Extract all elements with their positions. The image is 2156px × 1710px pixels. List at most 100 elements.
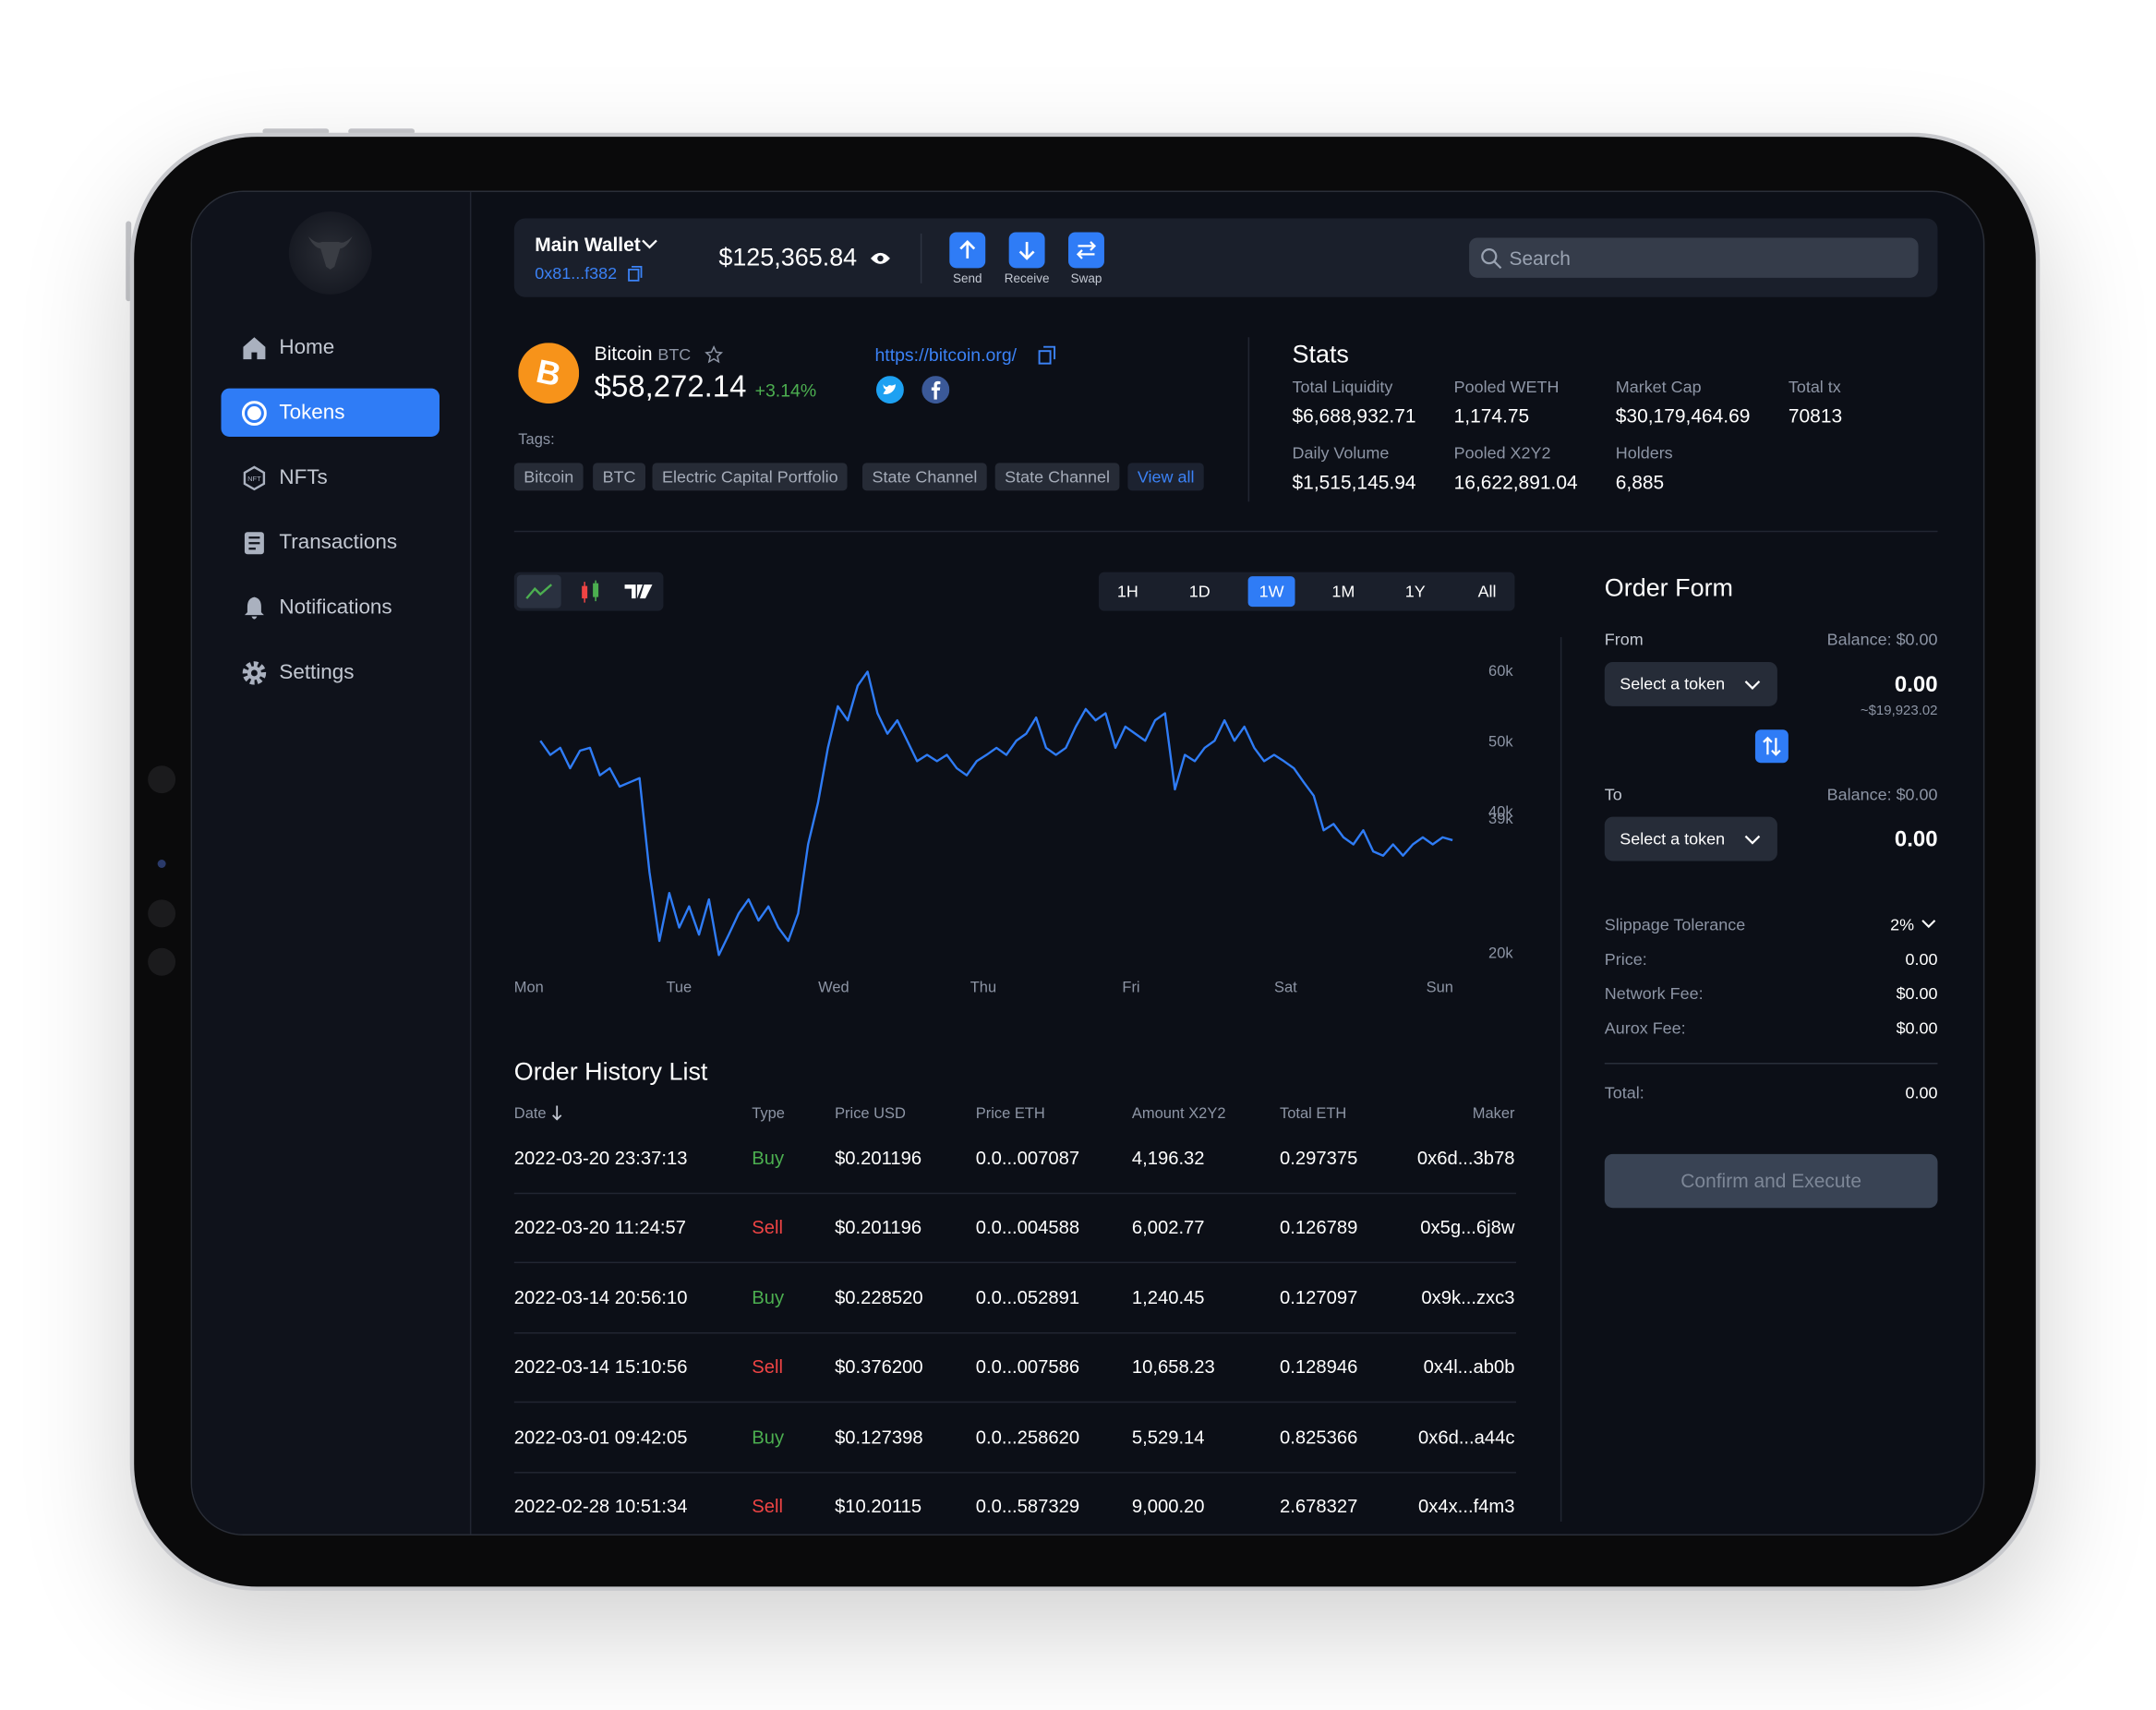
svg-text:NFT: NFT xyxy=(247,475,261,483)
device-button xyxy=(262,128,330,135)
wallet-address: 0x81...f382 xyxy=(535,263,618,283)
favorite-star[interactable] xyxy=(705,345,723,364)
camera-lens xyxy=(157,860,166,868)
table-cell: 0x6d...a44c xyxy=(1417,1426,1515,1448)
row-separator xyxy=(513,1331,1516,1334)
notifications-icon xyxy=(244,596,264,620)
settings-icon xyxy=(242,661,267,685)
row-separator xyxy=(513,1471,1516,1473)
range-group xyxy=(1098,572,1515,611)
stat-value: $1,515,145.94 xyxy=(1292,470,1416,493)
confirm-button[interactable]: Confirm and Execute xyxy=(1604,1153,1938,1209)
table-cell: $0.201196 xyxy=(835,1148,922,1169)
token-url[interactable]: https://bitcoin.org/ xyxy=(874,344,1018,366)
table-cell: 0x4x...f4m3 xyxy=(1418,1496,1515,1517)
tag[interactable]: State Channel xyxy=(994,463,1120,491)
tags-label: Tags: xyxy=(518,431,555,449)
range-button[interactable]: 1H xyxy=(1116,582,1138,602)
from-amount[interactable]: 0.00 xyxy=(1894,673,1938,697)
tag[interactable]: State Channel xyxy=(862,463,987,491)
stat-value: $6,688,932.71 xyxy=(1292,403,1416,427)
table-cell: 6,002.77 xyxy=(1131,1217,1205,1238)
y-tick-label: 20k xyxy=(1488,945,1513,961)
table-cell: 0.0...258620 xyxy=(975,1426,1080,1448)
table-cell: 0.297375 xyxy=(1280,1148,1358,1169)
nav-item[interactable]: Transactions xyxy=(279,530,398,555)
facebook-icon[interactable] xyxy=(921,376,950,404)
search-box[interactable] xyxy=(1469,237,1919,278)
range-button[interactable]: 1D xyxy=(1188,582,1210,602)
range-active-bg xyxy=(1247,576,1295,608)
column-header: Date xyxy=(513,1105,547,1123)
nav-item[interactable]: Tokens xyxy=(279,401,345,425)
table-cell: Sell xyxy=(752,1217,783,1238)
tag[interactable]: BTC xyxy=(593,463,646,491)
table-cell: 0.825366 xyxy=(1280,1426,1358,1448)
line-chart-button[interactable] xyxy=(516,574,561,608)
stat-value: 16,622,891.04 xyxy=(1453,470,1578,493)
tag[interactable]: Bitcoin xyxy=(513,463,584,491)
row-separator xyxy=(513,1192,1516,1195)
to-label: To xyxy=(1604,784,1622,804)
x-tick-label: Thu xyxy=(970,980,996,996)
copy-icon[interactable] xyxy=(628,265,643,282)
from-label: From xyxy=(1604,630,1644,650)
sensor xyxy=(148,947,176,976)
x-tick-label: Sat xyxy=(1274,980,1297,996)
flip-button[interactable] xyxy=(1754,729,1789,764)
divider xyxy=(1560,637,1562,1522)
view-all[interactable]: View all xyxy=(1127,463,1204,491)
chevron xyxy=(1921,920,1936,929)
detail-label: Price: xyxy=(1604,949,1647,969)
table-cell: 1,240.45 xyxy=(1131,1286,1205,1308)
tradingview-button[interactable] xyxy=(623,581,654,603)
device-button xyxy=(126,221,132,302)
detail-label: Network Fee: xyxy=(1604,983,1704,1004)
total-value: 0.00 xyxy=(1905,1083,1938,1103)
copy-icon[interactable] xyxy=(1038,345,1056,365)
detail-label: Slippage Tolerance xyxy=(1604,914,1746,934)
sort-arrow[interactable] xyxy=(551,1105,562,1121)
stat-value: $30,179,464.69 xyxy=(1615,403,1751,427)
x-tick-label: Mon xyxy=(514,980,544,996)
divider xyxy=(513,530,1938,533)
column-header: Total ETH xyxy=(1280,1105,1347,1123)
chevron xyxy=(642,239,657,249)
token-name: Bitcoin BTC xyxy=(595,343,692,366)
nav-item[interactable]: Settings xyxy=(279,660,355,684)
total-label: Total: xyxy=(1604,1083,1644,1103)
table-cell: Buy xyxy=(752,1426,785,1448)
eye-icon[interactable] xyxy=(869,250,891,267)
range-button[interactable]: 1Y xyxy=(1404,582,1426,602)
wallet-name[interactable]: Main Wallet xyxy=(535,233,641,256)
table-cell: 0.0...052891 xyxy=(975,1286,1080,1308)
receive-button[interactable] xyxy=(1008,232,1045,269)
table-cell: 10,658.23 xyxy=(1131,1356,1215,1378)
table-cell: Sell xyxy=(752,1496,783,1517)
twitter-icon[interactable] xyxy=(875,376,904,404)
range-button[interactable]: 1W xyxy=(1259,582,1284,602)
detail-value: $0.00 xyxy=(1896,1018,1938,1039)
nav-item[interactable]: NFTs xyxy=(279,465,328,489)
swap-button[interactable] xyxy=(1068,232,1104,269)
table-cell: $10.20115 xyxy=(835,1496,922,1517)
row-separator xyxy=(513,1262,1516,1264)
table-cell: $0.228520 xyxy=(835,1286,923,1308)
table-cell: Buy xyxy=(752,1286,785,1308)
range-button[interactable]: All xyxy=(1477,582,1497,602)
stat-label: Total Liquidity xyxy=(1292,377,1393,397)
to-amount[interactable]: 0.00 xyxy=(1894,828,1938,852)
table-cell: 0x4l...ab0b xyxy=(1423,1356,1515,1378)
table-cell: 2.678327 xyxy=(1280,1496,1358,1517)
device-button xyxy=(348,128,416,135)
send-button[interactable] xyxy=(949,232,986,269)
nav-item[interactable]: Notifications xyxy=(279,596,392,620)
candle-chart-button[interactable] xyxy=(576,578,604,606)
tag[interactable]: Electric Capital Portfolio xyxy=(652,463,849,491)
logo xyxy=(307,235,353,270)
range-button[interactable]: 1M xyxy=(1331,582,1355,602)
nav-item[interactable]: Home xyxy=(279,335,335,360)
y-tick-label: 39k xyxy=(1488,811,1513,827)
